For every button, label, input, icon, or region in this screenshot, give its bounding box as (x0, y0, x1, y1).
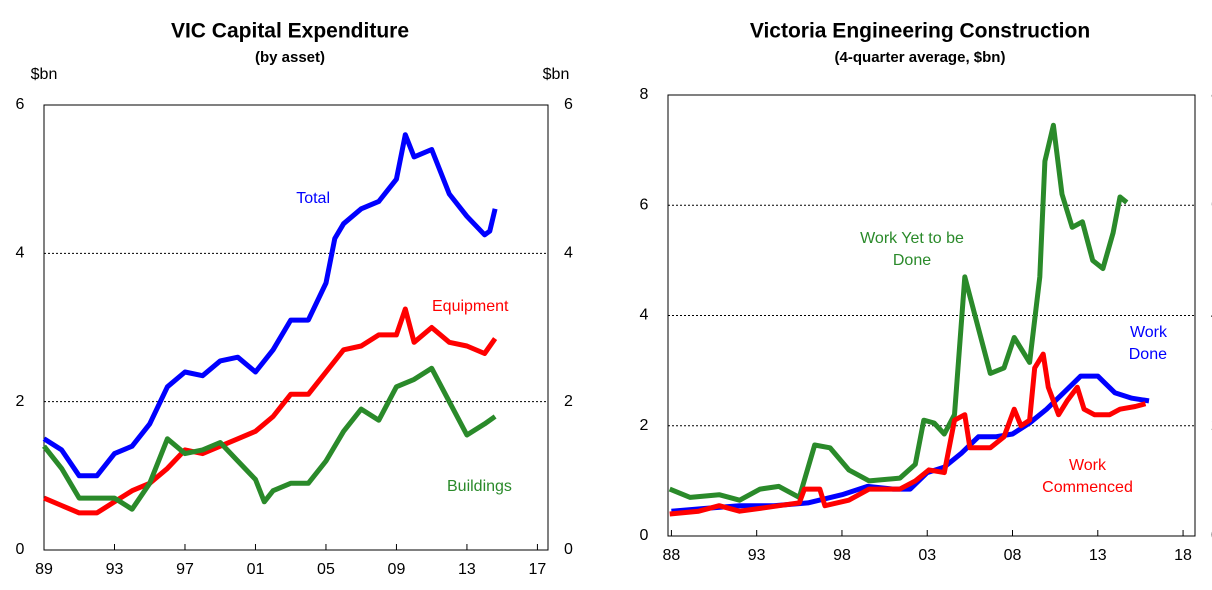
series-label: Equipment (432, 298, 509, 315)
x-tick-label: 08 (1004, 547, 1022, 564)
series-line (669, 351, 1147, 517)
y-tick-label: 2 (16, 393, 25, 410)
x-tick-label: 93 (106, 561, 124, 578)
x-tick-label: 89 (35, 561, 53, 578)
x-tick-label: 97 (176, 561, 194, 578)
y-axis-label: $bn (31, 66, 58, 83)
chart-subtitle: (by asset) (255, 49, 325, 66)
series-label: Work Commenced (1042, 457, 1133, 496)
series-line (42, 365, 497, 512)
plot-frame (667, 94, 1196, 537)
y-tick-label: 0 (16, 541, 25, 558)
series-label: Total (296, 190, 330, 207)
x-tick-label: 18 (1174, 547, 1192, 564)
y-tick-label: 6 (16, 96, 25, 113)
series-label: Work Done (1128, 324, 1167, 363)
x-tick-label: 13 (1089, 547, 1107, 564)
x-tick-label: 09 (388, 561, 406, 578)
y-tick-label: 2 (640, 417, 649, 434)
series-label: Work Yet to be Done (860, 230, 964, 269)
chart-subtitle: (4-quarter average, $bn) (835, 49, 1006, 66)
x-tick-label: 88 (663, 547, 681, 564)
y-tick-label: 4 (16, 245, 25, 262)
x-tick-label: 03 (918, 547, 936, 564)
series-line (668, 122, 1129, 503)
y-tick-label: 8 (640, 86, 649, 103)
chart-title: Victoria Engineering Construction (750, 20, 1090, 43)
x-tick-label: 01 (247, 561, 265, 578)
chart-title: VIC Capital Expenditure (171, 20, 409, 43)
plot-frame (43, 104, 549, 551)
series-line (43, 306, 498, 516)
y2-tick-label: 0 (564, 541, 573, 558)
y2-axis-label: $bn (543, 66, 570, 83)
y2-tick-label: 6 (564, 96, 573, 113)
x-tick-label: 05 (317, 561, 335, 578)
x-tick-label: 98 (833, 547, 851, 564)
y-tick-label: 4 (640, 307, 649, 324)
series-label: Buildings (447, 478, 512, 495)
x-tick-label: 13 (458, 561, 476, 578)
x-tick-label: 93 (748, 547, 766, 564)
y-tick-label: 0 (640, 527, 649, 544)
series-line (42, 132, 498, 479)
y2-tick-label: 2 (564, 393, 573, 410)
y2-tick-label: 4 (564, 245, 573, 262)
x-tick-label: 17 (529, 561, 547, 578)
y-tick-label: 6 (640, 196, 649, 213)
